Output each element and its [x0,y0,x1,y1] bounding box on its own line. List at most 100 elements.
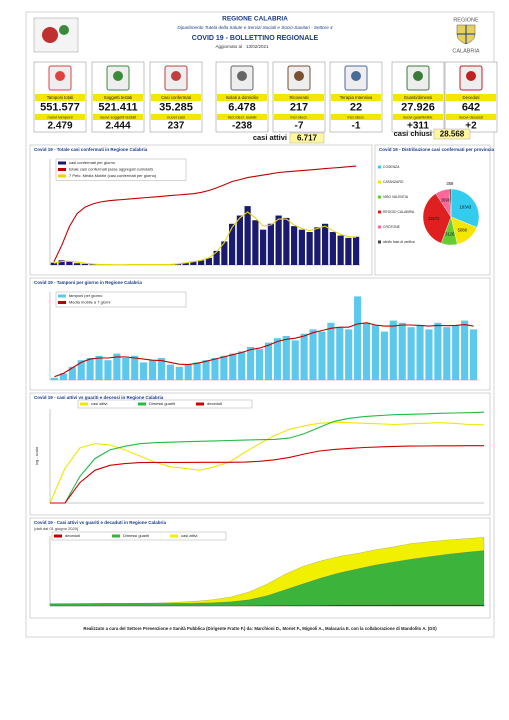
legend-swatch [378,180,381,184]
kpi-icon-dot [171,71,181,81]
legend-label: 7 Petc. Media Mobile (casi confermati pe… [69,173,157,178]
legend-label: casi attivi [181,533,198,538]
chart-title: Covid 19 - Casi attivi vs guariti e deca… [34,520,167,525]
bar [247,347,255,380]
pie-value-label: 11672 [428,216,440,221]
title: COVID 19 - BOLLETTINO REGIONALE [192,35,319,42]
bar [220,355,228,380]
legend-label: altri/in fase di verifica [383,240,415,244]
bar [59,373,67,380]
kpi-sub-value: +311 [407,121,429,132]
legend-label: deceduti [207,401,222,406]
bar [345,329,353,380]
kpi-sub-value: 2.479 [47,121,72,132]
kpi-value: 22 [350,101,362,113]
bar [104,360,112,380]
legend-swatch [58,294,66,298]
chart-subtitle: (dati dal 01 giugno 2020) [34,526,79,531]
bar [443,327,451,380]
kpi-label: Isolati a domicilio [226,95,259,100]
chart-panel [29,392,491,516]
legend-label: Dimessi guariti [149,401,175,406]
bar [275,215,282,265]
bar [273,338,281,380]
bar [416,325,424,380]
bar [283,217,290,265]
closed-box [433,128,471,140]
kpi-sub-value: -238 [232,121,252,132]
bar [89,264,96,265]
closed-label: casi chiusi [394,129,432,138]
kpi-icon-dot [294,71,304,81]
department: Dipartimento Tutela della Salute e Servi… [177,25,333,30]
page-frame [25,11,495,638]
y-axis-label: log - scala [34,446,39,465]
kpi-value: 6.478 [228,101,256,113]
kpi-sub-label: nuovi soggetti testati [100,114,137,119]
bar [306,232,313,265]
kpi-label-band [446,94,496,101]
bar [282,336,290,380]
legend-label: deceduti [65,533,80,538]
bar [140,362,148,380]
legend-swatch [80,402,88,406]
bar [198,260,205,265]
kpi-sub-value: -1 [352,121,361,132]
legend-swatch [112,534,120,538]
kpi-label-band [151,94,201,101]
bar [398,322,406,380]
chart-title: Covid 19 - Tamponi per giorno in Regione… [34,280,142,285]
bar [202,360,210,380]
bar [211,358,219,380]
bar [236,215,243,265]
kpi-sub-band [274,114,324,120]
kpi-sub-band [93,114,143,120]
kpi-label-band [393,94,443,101]
bar [252,220,259,265]
legend-label: totale casi confermati (asse aggregati c… [69,167,153,172]
legend-swatch [58,168,66,171]
kpi-label-band [93,94,143,101]
active-box [289,132,325,144]
legend-box [51,531,227,541]
kpi-sub-label: nuovi tamponi [48,114,73,119]
legend-swatch [58,174,66,178]
bar [425,329,433,380]
legend-box [77,399,253,409]
legend-label: CROTONE [383,225,401,229]
pie-value-label: 3126 [445,231,455,236]
kpi-value: 642 [462,101,480,113]
kpi-sub-label: Incr./decr. [290,114,307,119]
legend-swatch [58,161,66,165]
bar [131,355,139,380]
kpi-icon-dot [55,71,65,81]
bar [229,353,237,380]
legend-label: casi confermati per giorno [69,160,116,165]
kpi-label: Tamponi totali [47,95,74,100]
kpi-value: 27.926 [401,101,435,113]
bar [157,358,166,380]
bar [327,322,335,380]
bar [68,366,76,380]
legend-swatch [378,195,381,199]
legend-swatch [138,402,146,406]
bar [336,327,344,380]
pie-value-label: 5088 [458,227,468,232]
pie-value-label: 10343 [460,204,472,209]
bar [318,331,326,380]
kpi-value: 35.285 [159,101,193,113]
kpi-label: Deceduti [463,95,480,100]
legend-label: VIBO VALENTIA [383,195,409,199]
kpi-icon-dot [113,71,123,81]
chart-title: Covid 19 - Totale casi confermati in Reg… [34,147,148,152]
legend-swatch [378,240,381,244]
kpi-label-band [217,94,267,101]
bar [122,358,130,380]
bar [371,325,380,380]
updated-label: Aggiornato al [215,44,242,49]
kpi-sub-label: nuovi casi [167,114,185,119]
bar [86,358,94,380]
bar [166,364,174,380]
kpi-sub-label: Incr./decr. isolati [228,114,257,119]
